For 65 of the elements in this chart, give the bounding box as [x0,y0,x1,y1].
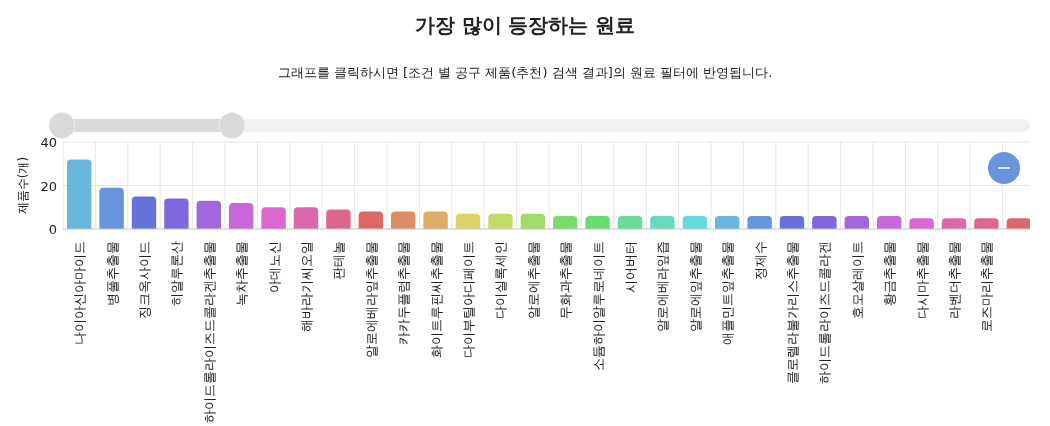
x-tick-label: 알로에베라잎추출물 [363,241,379,358]
bar [682,215,707,229]
bar [553,215,578,229]
x-tick-label: 하이드롤라이즈드콜라겐추출물 [201,241,217,423]
bar [358,211,383,229]
bar [488,213,513,229]
x-tick-label: 소듐하이알루로네이트 [590,241,606,371]
bar [877,215,902,229]
bar [974,218,999,229]
x-tick-label: 판테놀 [331,241,347,280]
bar [520,213,545,229]
bar [617,215,643,229]
bar [941,218,967,229]
y-axis-title: 제품수(개) [16,156,30,215]
x-tick-label: 황금추출물 [882,241,898,306]
bar [715,215,740,229]
bar [99,187,124,229]
y-tick-label: 0 [48,222,57,237]
y-tick-label: 20 [40,178,57,194]
bar [229,202,254,229]
x-tick-label: 화이트루핀씨추출물 [428,241,444,358]
x-tick-label: 로즈마리추출물 [979,241,995,332]
x-tick-label: 하이드롤라이즈드콜라겐 [817,241,833,384]
x-tick-label: 녹차추출물 [234,241,250,306]
x-tick-label: 알로에잎추출물 [687,241,703,332]
x-tick-label: 알로에베라잎즙 [655,241,671,332]
x-tick-label: 호모살레이트 [849,241,865,319]
bar [67,159,92,229]
bar [455,213,481,229]
bar [844,215,869,229]
bar [326,209,351,229]
bar [131,196,157,229]
x-tick-label: 다이실록세인 [493,241,509,319]
bar [1006,218,1030,229]
bar [812,215,837,229]
x-tick-label: 다시마추출물 [914,241,930,319]
bar [391,211,416,229]
x-tick-label: 알로에추출물 [525,241,541,319]
x-tick-label: 클로렐라불가리스추출물 [785,241,800,384]
x-tick-label: 징크옥사이드 [137,241,152,319]
x-tick-label: 애플민트잎추출물 [720,241,736,345]
bar [261,207,286,229]
x-tick-label: 라벤더추출물 [947,241,962,319]
bar [164,198,189,229]
bar [650,215,675,229]
x-tick-label: 해바라기씨오일 [299,241,314,332]
x-tick-label: 시어버터 [623,241,638,293]
x-tick-label: 히알루론산 [169,241,185,306]
bar [909,218,934,229]
x-tick-label: 정제수 [752,241,768,280]
x-tick-label: 나이아신아마이드 [72,241,88,345]
bar [293,207,319,229]
x-tick-label: 카카두플럼추출물 [396,241,412,345]
bar [423,211,448,229]
x-tick-label: 다이부틸아디페이트 [461,241,476,358]
bar [196,200,221,229]
bar [585,215,610,229]
bar [747,215,772,229]
x-tick-label: 무화과추출물 [558,241,574,319]
bar [779,215,805,229]
y-tick-label: 40 [40,135,57,150]
chart-title: 가장 많이 등장하는 원료 [414,13,636,37]
x-tick-label: 아데노신 [266,241,282,293]
x-tick-label: 병풀추출물 [104,241,120,306]
chart-subtitle: 그래프를 클릭하시면 [조건 별 공구 제품(추천) 검색 결과]의 원료 필터에 반영됩니다. [277,65,773,80]
